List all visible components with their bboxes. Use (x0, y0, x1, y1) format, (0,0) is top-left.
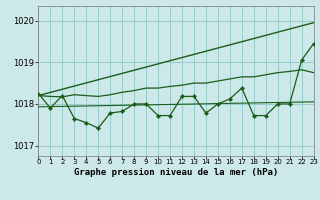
X-axis label: Graphe pression niveau de la mer (hPa): Graphe pression niveau de la mer (hPa) (74, 168, 278, 177)
